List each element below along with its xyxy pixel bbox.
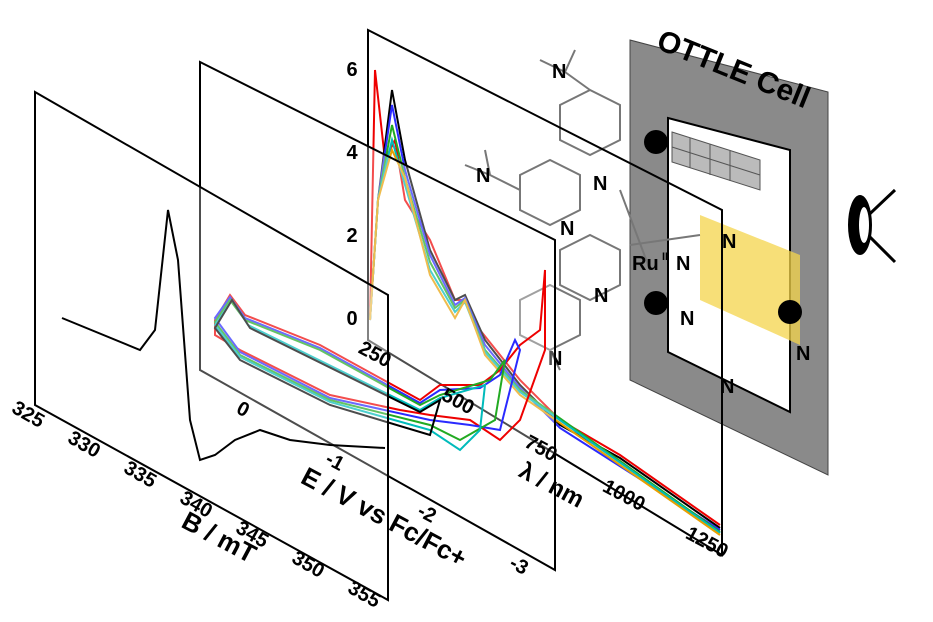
atom: N [796, 343, 810, 365]
eye [848, 190, 895, 262]
uvvis-y-tick-label: 2 [346, 225, 357, 247]
electrode [644, 291, 668, 315]
atom: N [552, 61, 566, 83]
metal: Ru [632, 253, 659, 275]
atom: N [722, 231, 736, 253]
atom: N [676, 253, 690, 275]
atom: N [594, 285, 608, 307]
uvvis-x-tick-label: 1000 [599, 476, 649, 516]
atom: N [560, 218, 574, 240]
figure: OTTLE Cell N N N N N N N N N N N Ru II [0, 0, 933, 622]
uvvis-y-tick-label: 6 [346, 59, 357, 81]
uvvis-y-tick-label: 4 [346, 142, 358, 164]
electrode [644, 130, 668, 154]
oxidation-state: II [662, 251, 668, 263]
atom: N [476, 165, 490, 187]
cv-tick-label: -3 [506, 552, 532, 580]
atom: N [593, 173, 607, 195]
electrode [778, 300, 802, 324]
uvvis-x-tick-label: 1250 [682, 523, 732, 563]
atom: N [680, 308, 694, 330]
uvvis-y-tick-label: 0 [346, 308, 357, 330]
